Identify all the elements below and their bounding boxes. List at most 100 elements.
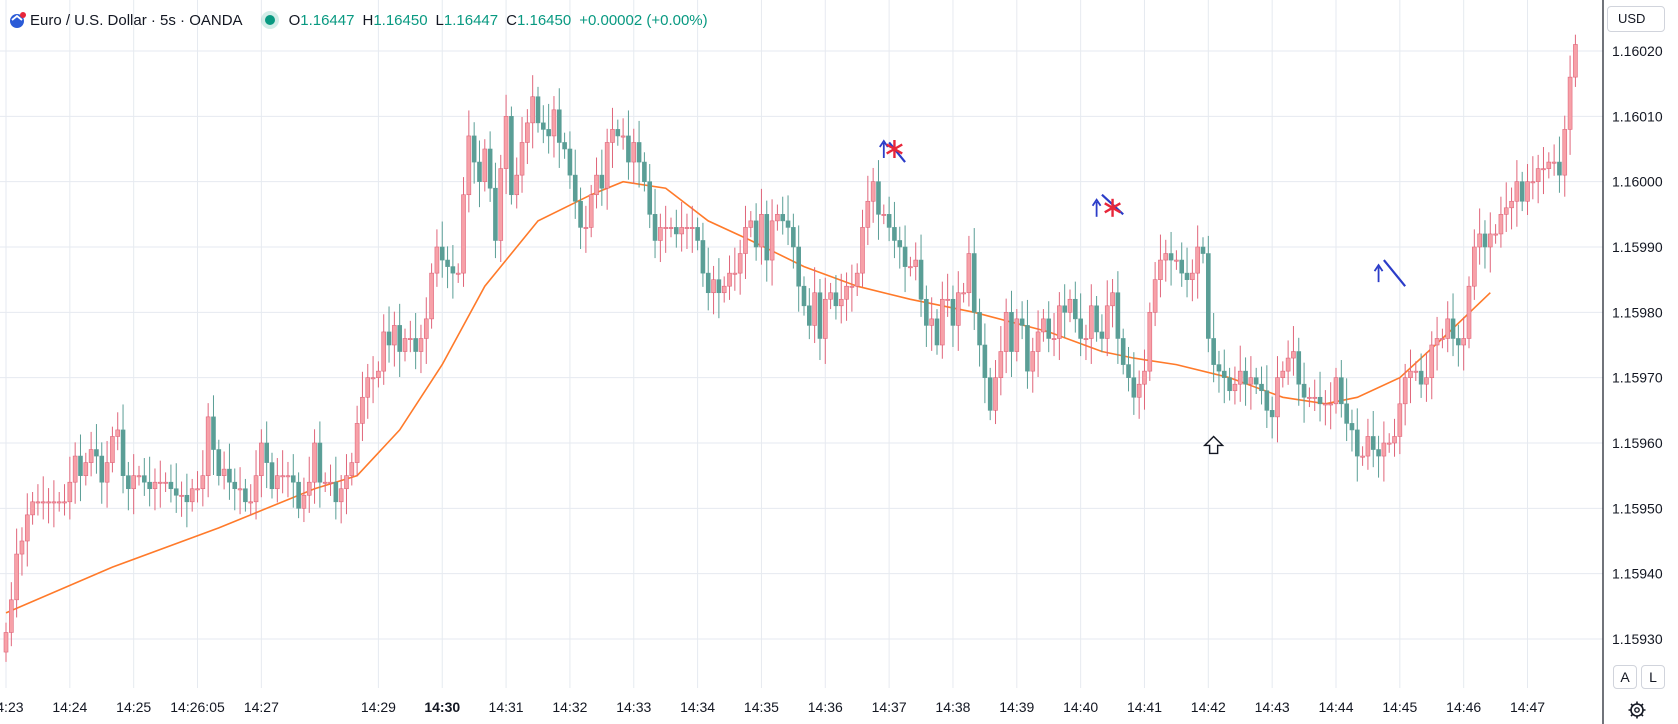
candle-down	[716, 258, 722, 319]
candle-up	[1323, 390, 1328, 426]
settings-gear-icon[interactable]	[1627, 700, 1647, 720]
candle-body	[642, 161, 647, 182]
candle-body	[1131, 377, 1137, 398]
candle-down	[290, 454, 296, 508]
candle-body	[354, 423, 360, 463]
candle-body	[471, 135, 477, 163]
candle-down	[971, 228, 977, 330]
candle-up	[3, 622, 9, 662]
candle-body	[56, 501, 62, 504]
candle-down	[1243, 357, 1248, 406]
candle-body	[955, 292, 961, 326]
candle-body	[1525, 181, 1530, 202]
cursor-arrow-icon	[1202, 435, 1225, 455]
candle-down	[934, 309, 940, 355]
candle-body	[1567, 76, 1573, 130]
candle-down	[386, 306, 392, 363]
candle-down	[1349, 409, 1355, 452]
candle-up	[1104, 280, 1110, 357]
candle-body	[705, 272, 711, 294]
candle-up	[1291, 326, 1296, 376]
candle-body	[1237, 370, 1243, 385]
candle-body	[40, 501, 46, 504]
candle-down	[1301, 362, 1307, 423]
candle-body	[1206, 253, 1211, 339]
candle-up	[205, 403, 211, 498]
candle-up	[72, 442, 78, 504]
candle-up	[998, 326, 1004, 396]
price-tick-label: 1.16010	[1612, 108, 1663, 124]
candle-up	[503, 94, 509, 195]
candle-up	[370, 356, 376, 404]
candle-body	[1445, 318, 1451, 339]
candle-down	[1339, 360, 1344, 418]
candle-up	[163, 472, 168, 492]
auto-scale-button[interactable]: A	[1613, 665, 1637, 689]
candle-up	[1142, 349, 1147, 410]
candle-body	[1120, 338, 1126, 365]
candle-up	[376, 361, 381, 388]
candle-body	[104, 462, 110, 483]
candle-up	[328, 464, 333, 496]
candle-up	[1567, 55, 1573, 155]
currency-label: USD	[1618, 11, 1646, 26]
candle-body	[328, 481, 333, 484]
candle-body	[764, 214, 770, 261]
candle-body	[886, 214, 892, 228]
candle-up	[551, 96, 557, 158]
candle-body	[961, 292, 966, 295]
candle-up	[1232, 366, 1238, 405]
candle-down	[1519, 171, 1525, 212]
time-axis[interactable]: 14:23 14:24 14:25 14:26:05 14:27 14:29 14:30 14…	[0, 699, 1545, 715]
time-tick-label: 14:43	[1255, 699, 1290, 715]
currency-selector[interactable]: USD	[1607, 6, 1665, 32]
candle-up	[280, 450, 285, 494]
candle-body	[647, 181, 653, 215]
candle-up	[1461, 316, 1466, 371]
candle-body	[418, 338, 424, 352]
candle-body	[402, 338, 408, 352]
candle-up	[30, 492, 35, 525]
candle-down	[615, 119, 621, 146]
candle-down	[450, 245, 456, 299]
candle-body	[227, 468, 232, 483]
candle-body	[126, 475, 131, 490]
log-scale-button[interactable]: L	[1641, 665, 1665, 689]
candle-up	[604, 128, 610, 210]
candle-down	[785, 195, 791, 246]
candle-up	[1041, 309, 1046, 342]
candle-body	[1003, 312, 1009, 352]
candle-up	[1328, 382, 1333, 430]
candle-body	[849, 285, 855, 288]
price-axis[interactable]: 1.15930 1.15940 1.15950 1.15960 1.15970 1.159…	[1612, 43, 1663, 647]
candle-body	[248, 501, 254, 504]
candle-up	[1514, 160, 1520, 227]
candle-body	[1179, 259, 1185, 274]
candle-up	[1541, 147, 1546, 195]
candle-up	[179, 481, 184, 517]
candle-down	[1046, 301, 1052, 353]
candle-up	[259, 429, 264, 498]
candle-body	[1142, 370, 1147, 385]
candle-down	[1354, 408, 1360, 482]
candle-body	[1546, 161, 1552, 169]
candle-up	[1509, 187, 1514, 230]
candle-down	[1344, 378, 1349, 442]
candle-body	[594, 174, 599, 196]
time-tick-label: 14:29	[361, 699, 396, 715]
candle-body	[205, 416, 211, 476]
candle-down	[397, 303, 402, 378]
candle-body	[243, 488, 248, 503]
candle-up	[200, 450, 206, 507]
candle-body	[876, 181, 881, 215]
time-tick-label: 14:46	[1446, 699, 1481, 715]
candle-body	[1078, 318, 1083, 339]
candle-down	[477, 140, 482, 208]
star-icon	[1104, 198, 1121, 217]
candle-body	[1035, 331, 1041, 352]
candle-body	[115, 429, 121, 437]
candle-body	[854, 272, 860, 287]
candle-down	[142, 458, 147, 496]
candle-down	[807, 288, 812, 340]
